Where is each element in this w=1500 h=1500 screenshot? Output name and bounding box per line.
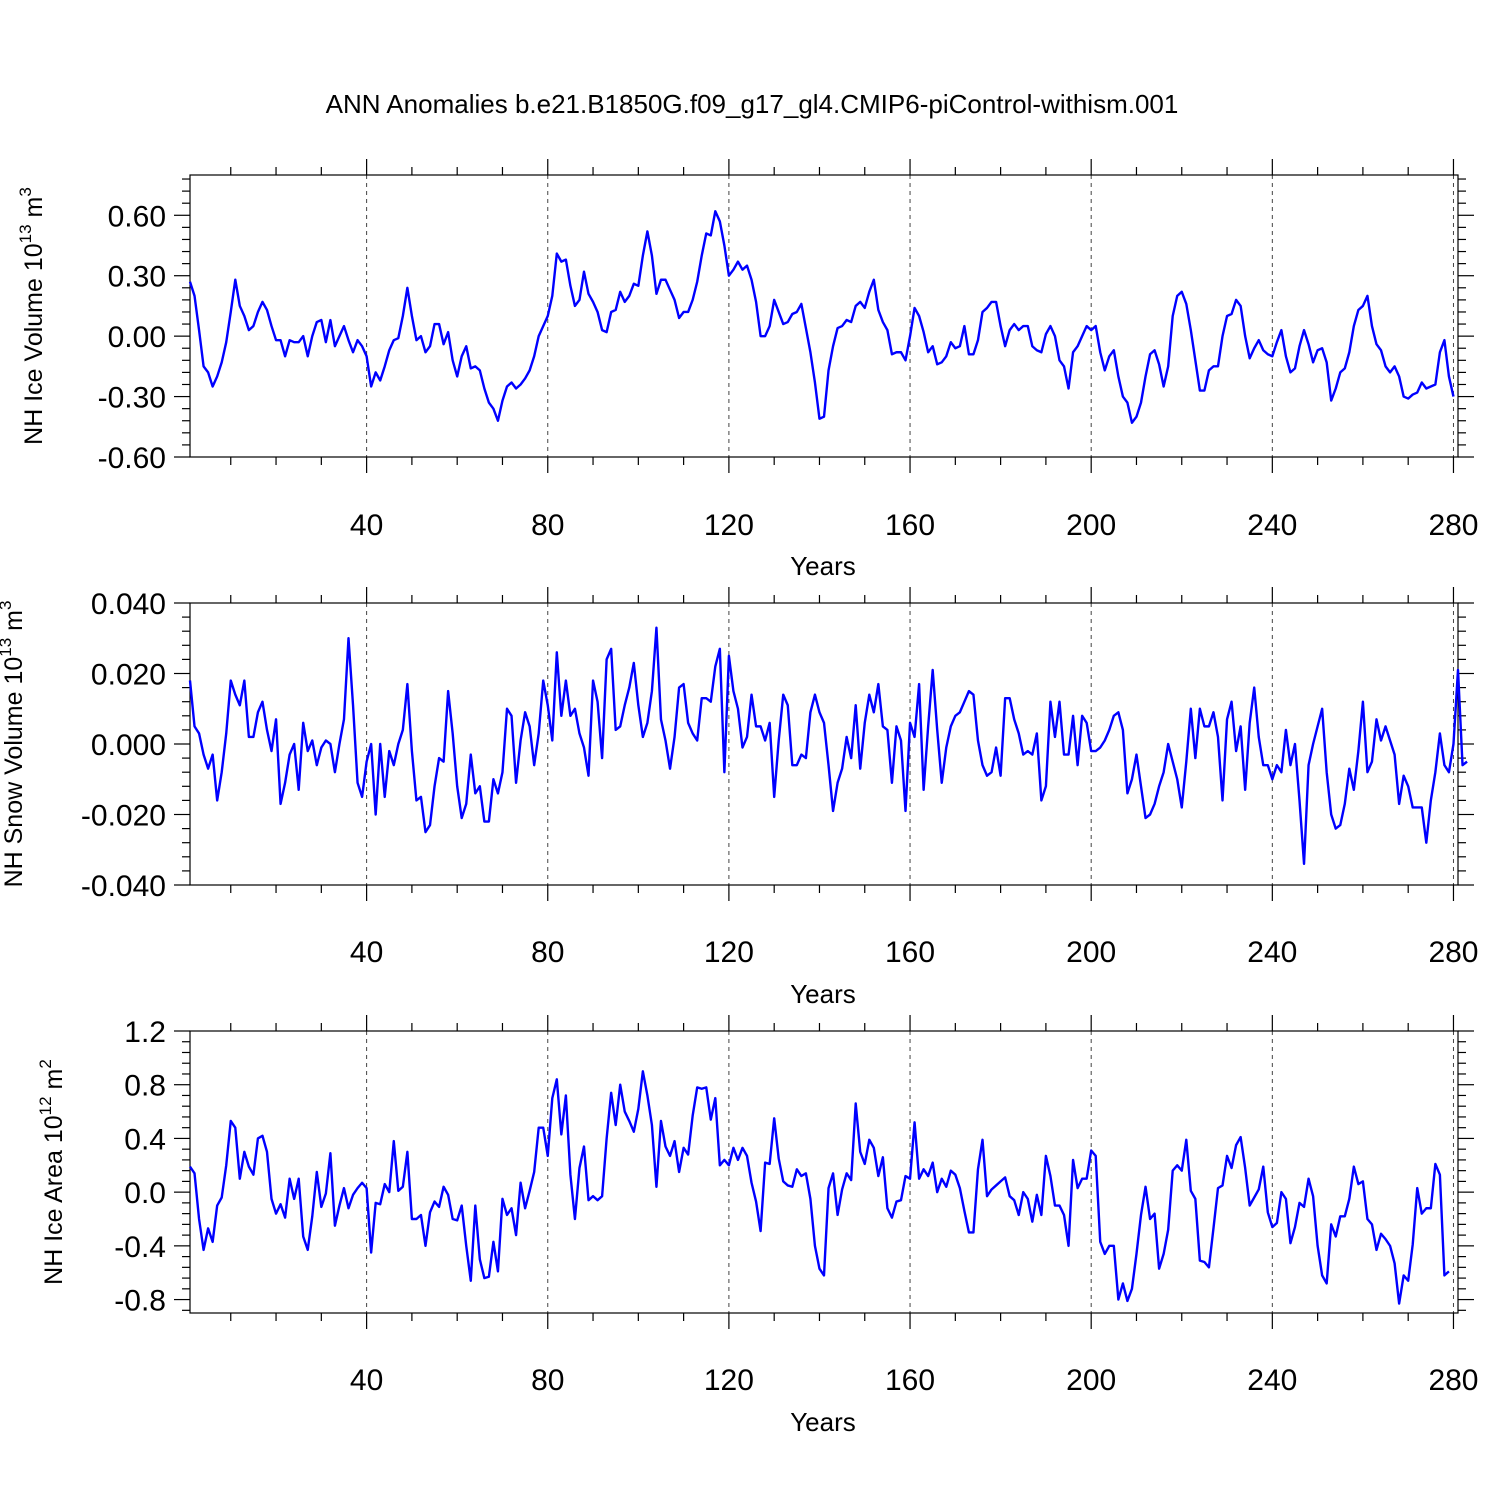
plot-frame — [189, 174, 1459, 458]
figure-title: ANN Anomalies b.e21.B1850G.f09_g17_gl4.C… — [326, 89, 1179, 119]
x-tick-label: 40 — [350, 509, 383, 542]
x-tick-label: 200 — [1066, 1364, 1116, 1397]
y-axis-title: NH Ice Area 1012 m2 — [36, 1059, 68, 1285]
y-tick-label: -0.4 — [114, 1231, 166, 1264]
y-tick-label: -0.60 — [98, 442, 166, 475]
y-tick-label: -0.30 — [98, 382, 166, 415]
x-tick-label: 200 — [1066, 509, 1116, 542]
x-tick-label: 120 — [704, 509, 754, 542]
y-tick-label: 0.0 — [124, 1177, 166, 1210]
x-axis-title: Years — [790, 551, 856, 581]
x-tick-label: 120 — [704, 1364, 754, 1397]
x-tick-label: 240 — [1247, 936, 1297, 969]
y-tick-label: -0.8 — [114, 1285, 166, 1318]
y-tick-label: -0.040 — [81, 870, 166, 903]
y-tick-label: 0.00 — [108, 321, 166, 354]
x-tick-label: 160 — [885, 1364, 935, 1397]
y-tick-label: 0.040 — [91, 588, 166, 621]
y-tick-label: 0.30 — [108, 261, 166, 294]
y-tick-label: 1.2 — [124, 1016, 166, 1049]
x-tick-label: 40 — [350, 936, 383, 969]
plot-frame — [189, 1030, 1459, 1314]
x-tick-label: 160 — [885, 509, 935, 542]
y-tick-label: 0.8 — [124, 1070, 166, 1103]
y-axis-title: NH Snow Volume 1013 m3 — [0, 601, 28, 888]
plot-frame — [189, 602, 1459, 886]
x-tick-label: 240 — [1247, 1364, 1297, 1397]
y-axis-title: NH Ice Volume 1013 m3 — [16, 187, 48, 445]
data-series-line — [188, 210, 1455, 424]
y-tick-label: 0.60 — [108, 200, 166, 233]
y-tick-label: 0.4 — [124, 1123, 166, 1156]
x-tick-label: 280 — [1428, 509, 1478, 542]
x-tick-label: 200 — [1066, 936, 1116, 969]
x-tick-label: 240 — [1247, 509, 1297, 542]
x-tick-label: 280 — [1428, 1364, 1478, 1397]
y-tick-label: -0.020 — [81, 800, 166, 833]
chart-panel-1: 40 80 120 160 200 240 280 -0.60 -0.30 0.00 0.30 0.6… — [16, 159, 1479, 581]
x-tick-label: 40 — [350, 1364, 383, 1397]
chart-panel-2: 40 80 120 160 200 240 280 -0.040 -0.020 0.000 0.02… — [0, 587, 1479, 1009]
data-series-line — [189, 1070, 1450, 1305]
x-axis-title: Years — [790, 979, 856, 1009]
data-series-line — [188, 626, 1468, 866]
x-tick-label: 80 — [531, 1364, 564, 1397]
x-tick-label: 280 — [1428, 936, 1478, 969]
y-tick-label: 0.000 — [91, 729, 166, 762]
x-tick-label: 80 — [531, 936, 564, 969]
x-tick-label: 160 — [885, 936, 935, 969]
x-tick-label: 120 — [704, 936, 754, 969]
panels: 40 80 120 160 200 240 280 -0.60 -0.30 0.00 0.30 0.6… — [0, 159, 1479, 1437]
x-axis-title: Years — [790, 1407, 856, 1437]
x-tick-label: 80 — [531, 509, 564, 542]
chart-panel-3: 40 80 120 160 200 240 280 -0.8 -0.4 0.0 0.4 0.8 1.2 Y… — [36, 1015, 1479, 1437]
y-tick-label: 0.020 — [91, 659, 166, 692]
